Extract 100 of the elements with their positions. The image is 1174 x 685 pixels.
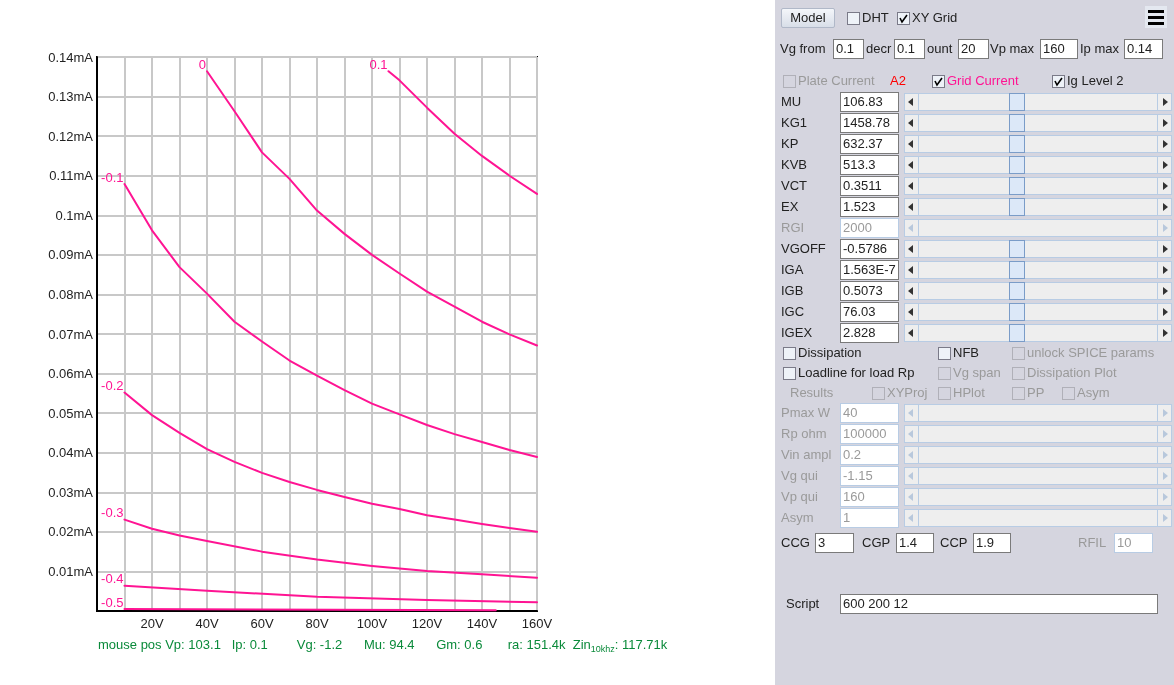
y-tick-label: 0.02mA bbox=[48, 524, 94, 540]
text: XY Grid bbox=[912, 10, 958, 26]
y-tick-label: 0.12mA bbox=[48, 128, 94, 144]
text: PP bbox=[1027, 385, 1045, 401]
x-tick-label: 40V bbox=[195, 616, 219, 631]
text: 40 bbox=[843, 405, 858, 421]
y-tick-label: 0.03mA bbox=[48, 484, 94, 500]
text: RGI bbox=[781, 220, 805, 236]
text: ount bbox=[927, 41, 953, 57]
text: Dissipation bbox=[798, 345, 862, 361]
text: VGOFF bbox=[781, 241, 826, 257]
text: 1.4 bbox=[899, 535, 918, 551]
line-series bbox=[123, 391, 538, 533]
line-series bbox=[206, 70, 538, 347]
text: Vin ampl bbox=[781, 447, 832, 463]
y-tick-label: 0.09mA bbox=[48, 247, 94, 263]
text: 0.1 bbox=[897, 41, 916, 57]
text: HPlot bbox=[953, 385, 985, 401]
text: 20 bbox=[961, 41, 976, 57]
text: 160 bbox=[843, 489, 865, 505]
text: unlock SPICE params bbox=[1027, 345, 1155, 361]
line-series bbox=[123, 584, 538, 604]
text: CCP bbox=[940, 535, 968, 551]
text: 0.2 bbox=[843, 447, 862, 463]
series-label: 0.1 bbox=[369, 56, 388, 72]
text: Script bbox=[786, 596, 820, 612]
text: 1.523 bbox=[843, 199, 876, 215]
text: EX bbox=[781, 199, 799, 215]
x-tick-label: 100V bbox=[356, 616, 388, 631]
x-tick-label: 160V bbox=[521, 616, 553, 631]
text: 10 bbox=[1117, 535, 1132, 551]
text: 1 bbox=[843, 510, 851, 526]
text: CGP bbox=[862, 535, 891, 551]
text: A2 bbox=[890, 73, 906, 89]
text: -1.15 bbox=[843, 468, 873, 484]
text: Dissipation Plot bbox=[1027, 365, 1117, 381]
text: KG1 bbox=[781, 115, 808, 131]
text: Rp ohm bbox=[781, 426, 827, 442]
text: 0.1 bbox=[836, 41, 855, 57]
x-tick-label: 80V bbox=[305, 616, 329, 631]
text: Vg qui bbox=[781, 468, 818, 484]
text: 106.83 bbox=[843, 94, 883, 110]
text: -0.5786 bbox=[843, 241, 888, 257]
text: 100000 bbox=[843, 426, 887, 442]
text: Plate Current bbox=[798, 73, 875, 89]
text: Vp qui bbox=[781, 489, 818, 505]
text: Ip max bbox=[1080, 41, 1120, 57]
text: Pmax W bbox=[781, 405, 831, 421]
text: XYProj bbox=[887, 385, 928, 401]
text: Loadline for load Rp bbox=[798, 365, 915, 381]
y-tick-label: 0.11mA bbox=[49, 168, 94, 184]
text: 1.9 bbox=[976, 535, 995, 551]
y-tick-label: 0.05mA bbox=[48, 405, 94, 421]
series-label: 0 bbox=[198, 56, 206, 72]
text: Grid Current bbox=[947, 73, 1019, 89]
series-label: -0.5 bbox=[101, 594, 124, 610]
series-label: -0.3 bbox=[101, 505, 124, 521]
y-tick-label: 0.13mA bbox=[48, 89, 94, 105]
text: 513.3 bbox=[843, 157, 876, 173]
y-tick-label: 0.06mA bbox=[48, 366, 94, 382]
text: DHT bbox=[862, 10, 889, 26]
text: 76.03 bbox=[843, 304, 876, 320]
text: VCT bbox=[781, 178, 807, 194]
text: KVB bbox=[781, 157, 808, 173]
text: Vg from bbox=[780, 41, 826, 57]
text: 1458.78 bbox=[843, 115, 890, 131]
y-tick-label: 0.04mA bbox=[48, 445, 94, 461]
line-series bbox=[123, 183, 538, 459]
text: KP bbox=[781, 136, 799, 152]
text: IGC bbox=[781, 304, 805, 320]
text: 3 bbox=[818, 535, 826, 551]
text: 2000 bbox=[843, 220, 872, 236]
text: 632.37 bbox=[843, 136, 883, 152]
line-series bbox=[387, 70, 538, 195]
text: IGA bbox=[781, 262, 804, 278]
line-series bbox=[123, 518, 538, 579]
text: Ig Level 2 bbox=[1067, 73, 1124, 89]
y-tick-label: 0.07mA bbox=[48, 326, 94, 342]
x-tick-label: 60V bbox=[250, 616, 274, 631]
series-label: -0.1 bbox=[101, 169, 124, 185]
x-tick-label: 140V bbox=[466, 616, 498, 631]
text: 160 bbox=[1043, 41, 1065, 57]
text: 0.3511 bbox=[843, 178, 882, 194]
series-label: -0.4 bbox=[101, 571, 124, 587]
x-tick-label: 120V bbox=[411, 616, 443, 631]
text: 600 200 12 bbox=[843, 596, 909, 612]
text: RFIL bbox=[1078, 535, 1107, 551]
text: IGB bbox=[781, 283, 804, 299]
text: 0.5073 bbox=[843, 283, 883, 299]
y-tick-label: 0.08mA bbox=[48, 286, 94, 302]
x-tick-label: 20V bbox=[140, 616, 164, 631]
series-label: -0.2 bbox=[101, 378, 124, 394]
y-tick-label: 0.14mA bbox=[48, 49, 94, 65]
text: 0.14 bbox=[1127, 41, 1153, 57]
text: Vp max bbox=[990, 41, 1035, 57]
text: IGEX bbox=[781, 325, 813, 341]
text: Asym bbox=[1077, 385, 1110, 401]
text: Vg span bbox=[953, 365, 1001, 381]
text: NFB bbox=[953, 345, 979, 361]
text: Results bbox=[790, 385, 834, 401]
